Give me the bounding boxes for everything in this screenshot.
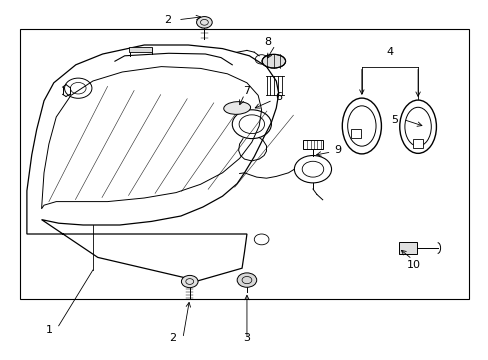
Text: 4: 4 xyxy=(386,47,393,57)
Text: 10: 10 xyxy=(406,260,420,270)
Ellipse shape xyxy=(262,54,285,68)
Text: 7: 7 xyxy=(243,86,249,96)
Circle shape xyxy=(237,273,256,287)
Text: 5: 5 xyxy=(391,114,398,125)
Text: 2: 2 xyxy=(164,15,171,25)
Circle shape xyxy=(196,17,212,28)
Circle shape xyxy=(181,275,198,288)
Text: 8: 8 xyxy=(264,37,271,47)
Text: 2: 2 xyxy=(169,333,176,343)
Bar xyxy=(20,29,468,299)
Text: 1: 1 xyxy=(45,325,52,336)
Ellipse shape xyxy=(224,102,250,114)
Text: 6: 6 xyxy=(275,92,282,102)
Text: 3: 3 xyxy=(243,333,250,343)
Bar xyxy=(398,242,416,254)
Bar xyxy=(412,139,422,148)
Bar xyxy=(303,140,322,149)
Bar xyxy=(350,129,360,138)
Text: 9: 9 xyxy=(333,145,340,156)
Bar xyxy=(129,47,151,52)
